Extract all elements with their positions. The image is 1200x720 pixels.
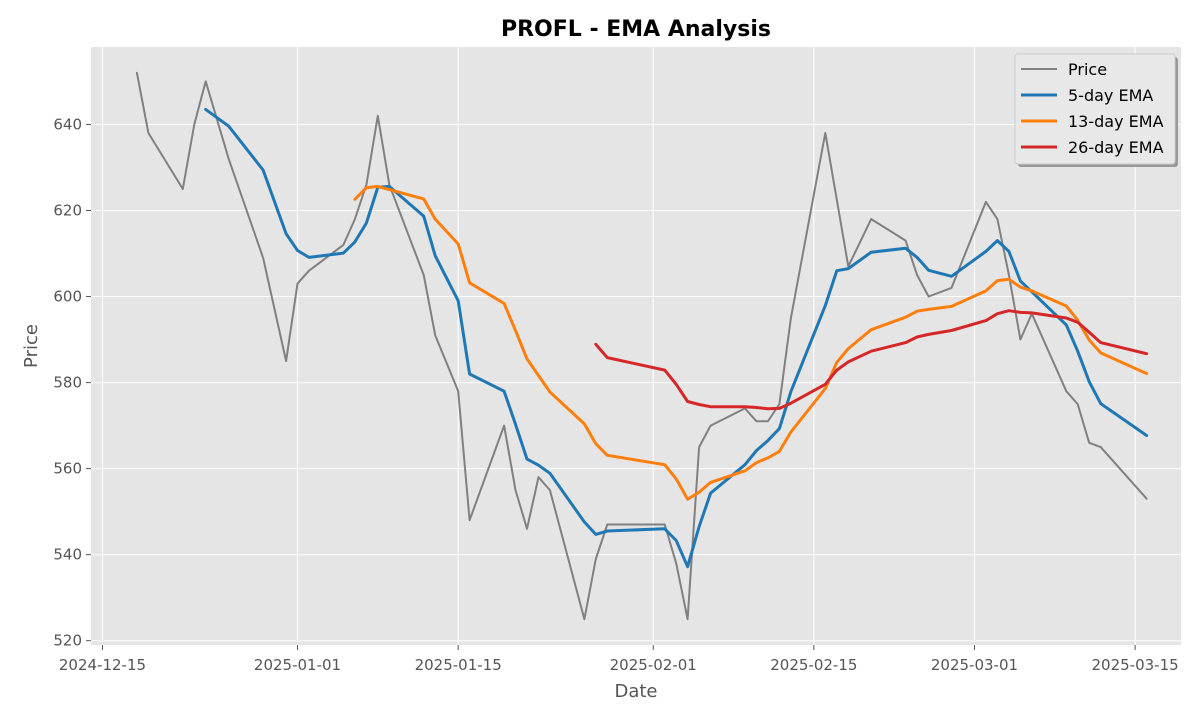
y-tick-label: 640 — [53, 115, 82, 133]
series-line-2 — [204, 107, 1149, 569]
legend-label-1: Price — [1068, 60, 1107, 79]
legend-label-3: 13-day EMA — [1068, 112, 1164, 131]
y-tick-label: 520 — [53, 632, 82, 650]
x-tick-label: 2025-01-15 — [415, 656, 502, 674]
x-tick-label: 2024-12-15 — [59, 656, 146, 674]
x-tick-label: 2025-03-15 — [1092, 656, 1179, 674]
x-tick-label: 2025-02-15 — [770, 656, 857, 674]
y-tick-label: 580 — [53, 374, 82, 392]
plot-area — [91, 47, 1181, 645]
y-tick-label: 560 — [53, 460, 82, 478]
series-line-1 — [135, 71, 1148, 621]
x-tick-label: 2025-03-01 — [931, 656, 1018, 674]
y-tick-label: 600 — [53, 288, 82, 306]
legend-label-2: 5-day EMA — [1068, 86, 1153, 105]
legend: Price 5-day EMA 13-day EMA 26-day EMA — [1014, 53, 1178, 167]
y-axis-label: Price — [21, 324, 42, 368]
legend-label-4: 26-day EMA — [1068, 138, 1164, 157]
series-line-4 — [594, 309, 1149, 411]
x-tick-label: 2025-02-01 — [610, 656, 697, 674]
x-axis-label: Date — [614, 681, 657, 702]
chart-title: PROFL - EMA Analysis — [501, 17, 771, 42]
y-tick-label: 540 — [53, 546, 82, 564]
x-tick-label: 2025-01-01 — [254, 656, 341, 674]
series-line-3 — [353, 184, 1149, 501]
axis-ticks: 520 540 560 580 600 620 640 2024-12-15 2025-01-0… — [53, 115, 1178, 674]
legend-box — [1014, 53, 1176, 165]
series-group — [135, 71, 1149, 621]
y-tick-label: 620 — [53, 201, 82, 219]
